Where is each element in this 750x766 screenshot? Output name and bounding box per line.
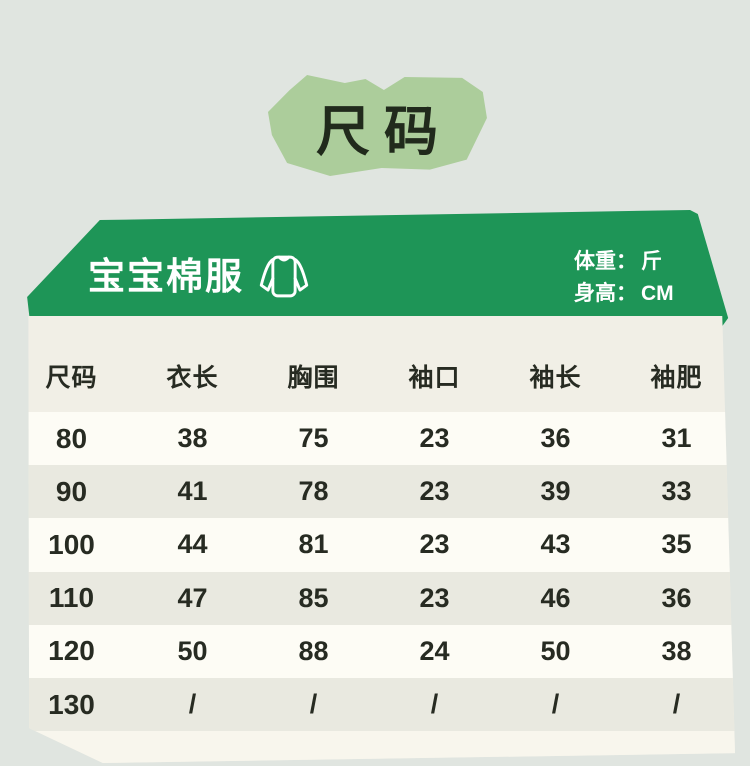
table-cell: 38 — [177, 423, 208, 454]
table-cell: 50 — [540, 635, 571, 666]
banner-product-group: 宝宝棉服 — [88, 244, 315, 308]
table-cell: 41 — [177, 476, 208, 507]
table-cell: 36 — [540, 423, 571, 454]
table-row-100: 100 44 81 23 43 35 — [28, 518, 735, 572]
table-cell: 130 — [48, 688, 95, 720]
table-cell: 85 — [298, 582, 329, 613]
table-cell: 23 — [419, 423, 450, 454]
table-body: 80 38 75 23 36 31 90 41 78 23 39 33 100 … — [28, 412, 735, 732]
table-cell: 50 — [177, 635, 208, 666]
table-cell: 75 — [298, 423, 329, 454]
table-cell: 23 — [419, 529, 450, 560]
table-row-80: 80 38 75 23 36 31 — [28, 412, 735, 466]
title-blob: 尺码 — [267, 75, 487, 176]
table-cell: / — [672, 689, 681, 720]
sheet-footer — [28, 731, 735, 763]
table-cell: / — [430, 689, 439, 720]
table-cell: 23 — [419, 582, 450, 613]
weight-unit: 斤 — [641, 250, 662, 273]
table-cell: 47 — [177, 582, 208, 613]
table-row-90: 90 41 78 23 39 33 — [28, 465, 735, 519]
table-cell: 36 — [661, 582, 692, 613]
product-name: 宝宝棉服 — [88, 255, 244, 297]
table-cell: 90 — [55, 475, 88, 507]
size-table: 尺码 衣长 胸围 袖口 袖长 袖肥 80 38 75 23 36 31 90 4… — [28, 316, 735, 763]
table-cell: 39 — [540, 476, 571, 507]
table-cell: 31 — [661, 423, 692, 454]
sweater-icon — [253, 244, 315, 308]
table-cell: 43 — [540, 529, 571, 560]
table-cell: / — [188, 689, 197, 720]
height-unit: CM — [641, 282, 674, 305]
table-cell: 38 — [661, 635, 692, 666]
weight-label: 体重： — [574, 250, 637, 273]
table-cell: 46 — [540, 582, 571, 613]
table-row-130: 130 / / / / / — [28, 677, 735, 732]
banner-units: 体重： 斤 身高： CM — [574, 246, 674, 310]
table-cell: 120 — [48, 635, 95, 667]
column-header-cuff: 袖口 — [408, 364, 461, 392]
column-header-size: 尺码 — [45, 364, 98, 392]
table-cell: 100 — [48, 528, 95, 560]
page-title: 尺码 — [316, 101, 452, 162]
table-cell: / — [551, 689, 560, 720]
weight-unit-line: 体重： 斤 — [574, 246, 674, 278]
table-cell: 35 — [661, 529, 692, 560]
column-header-sleeve-width: 袖肥 — [650, 364, 703, 392]
table-cell: 110 — [48, 582, 95, 614]
height-unit-line: 身高： CM — [574, 278, 674, 310]
table-cell: 78 — [298, 476, 329, 507]
table-cell: 23 — [419, 476, 450, 507]
table-header-row: 尺码 衣长 胸围 袖口 袖长 袖肥 — [28, 346, 735, 406]
table-cell: 80 — [55, 422, 88, 454]
height-label: 身高： — [574, 282, 637, 305]
table-cell: 44 — [177, 529, 208, 560]
table-cell: 81 — [298, 529, 329, 560]
column-header-chest: 胸围 — [287, 364, 340, 392]
table-cell: 88 — [298, 635, 329, 666]
table-row-120: 120 50 88 24 50 38 — [28, 624, 735, 678]
column-header-length: 衣长 — [166, 364, 219, 392]
table-cell: / — [309, 689, 318, 720]
table-cell: 33 — [661, 476, 692, 507]
table-cell: 24 — [419, 635, 450, 666]
column-header-sleeve-length: 袖长 — [529, 364, 582, 392]
table-row-110: 110 47 85 23 46 36 — [28, 571, 735, 625]
